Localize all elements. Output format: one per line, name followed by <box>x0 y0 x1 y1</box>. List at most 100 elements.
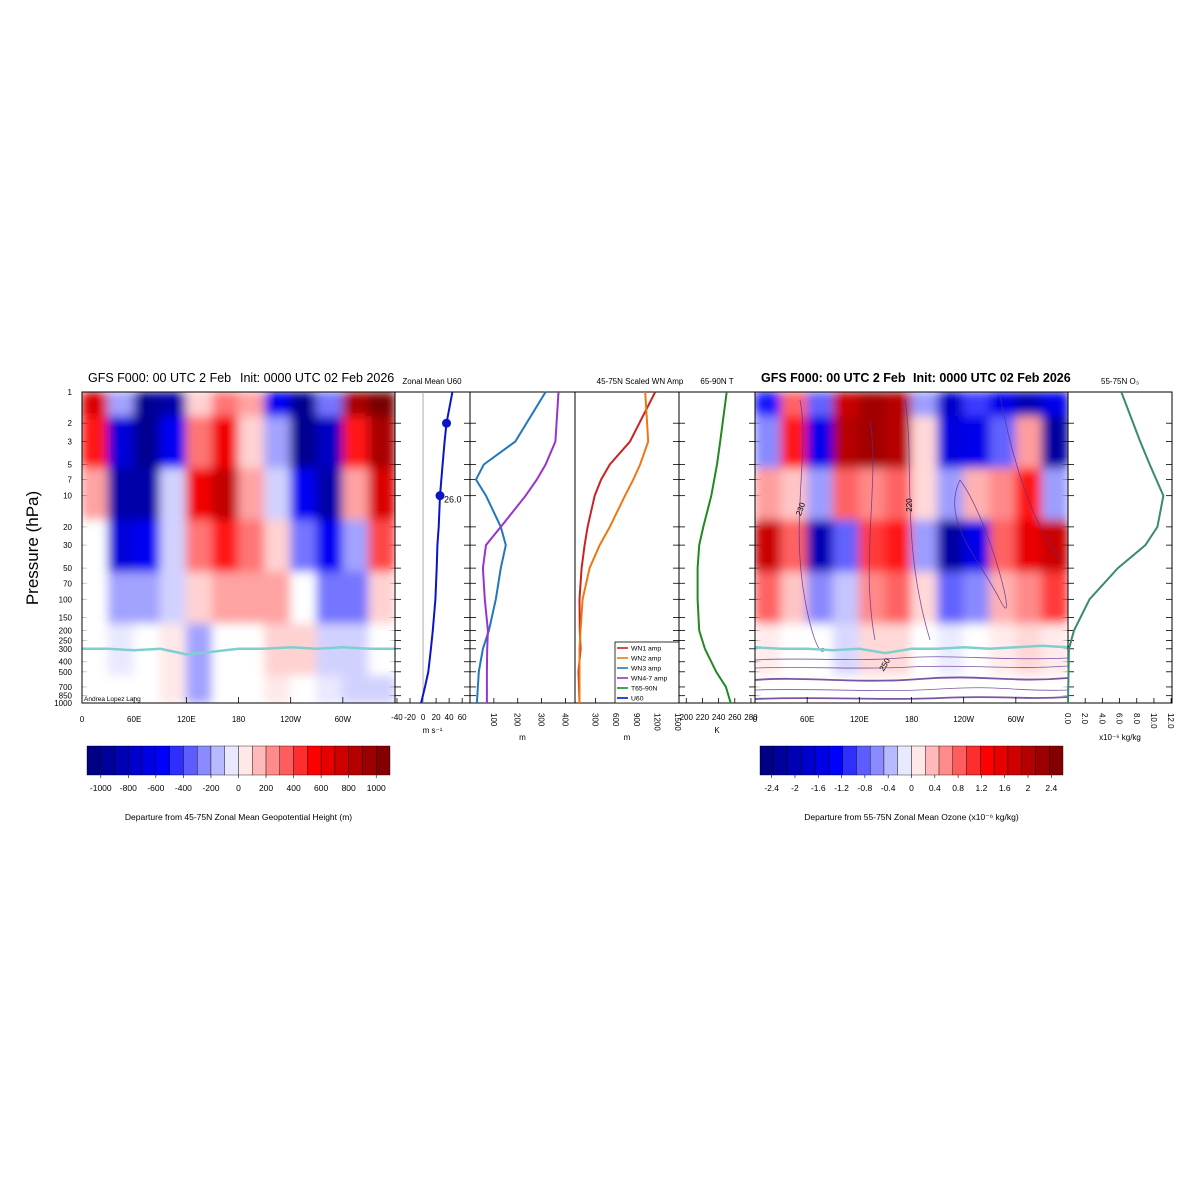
x-tick-label: 100 <box>489 713 498 727</box>
heatmap-cell <box>211 571 239 625</box>
x-tick-label: 2.0 <box>1080 713 1089 725</box>
heatmap-cell <box>185 675 213 703</box>
x-tick-label: 300 <box>537 713 546 727</box>
heatmap-cell <box>780 392 808 418</box>
colorbar-tick-label: 400 <box>286 783 300 793</box>
y-axis-label: Pressure (hPa) <box>23 491 42 605</box>
x-tick-label: -40 <box>391 713 403 722</box>
colorbar-tick-label: -0.8 <box>858 783 873 793</box>
panel-frame <box>678 391 756 704</box>
heatmap-cell <box>780 571 808 625</box>
legend-label: WN2 amp <box>631 656 661 663</box>
heatmap-cell <box>989 468 1017 521</box>
heatmap-cell <box>159 468 187 521</box>
colorbar-cell <box>925 745 940 776</box>
heatmap-cell <box>937 392 965 418</box>
heatmap-cell <box>937 519 965 573</box>
heatmap-cell <box>107 392 135 418</box>
heatmap-cell <box>911 468 939 521</box>
colorbar-tick-label: 200 <box>259 783 273 793</box>
heatmap-cell <box>806 571 834 625</box>
x-tick-label: 0 <box>421 713 426 722</box>
legend-box <box>614 641 680 704</box>
x-tick-label: 900 <box>632 713 641 727</box>
colorbar-cell <box>1035 745 1050 776</box>
colorbar-cell <box>279 745 294 776</box>
heatmap-cell <box>1041 416 1068 470</box>
legend-label: T65-90N <box>631 686 658 693</box>
x-tick-label: 0 <box>753 715 758 724</box>
heatmap-cell <box>211 675 239 703</box>
colorbar-cell <box>362 745 377 776</box>
y-tick-label: 850 <box>59 692 73 701</box>
colorbar-cell <box>773 745 788 776</box>
heatmap-cell <box>806 392 834 418</box>
heatmap-cell <box>1041 468 1068 521</box>
heatmap-cell <box>989 416 1017 470</box>
x-tick-label: 180 <box>232 715 246 724</box>
y-tick-label: 5 <box>68 460 73 469</box>
y-tick-label: 400 <box>59 658 73 667</box>
heatmap-cell <box>342 519 370 573</box>
x-tick-label: 220 <box>696 713 710 722</box>
profile-line <box>696 391 732 704</box>
x-tick-label: 120W <box>953 715 974 724</box>
colorbar-tick-label: 600 <box>314 783 328 793</box>
heatmap-cell <box>133 468 161 521</box>
colorbar-tick-label: -1000 <box>90 783 112 793</box>
panel-subtitle: Init: 0000 UTC 02 Feb 2026 <box>240 371 394 385</box>
heatmap-cell <box>832 571 860 625</box>
heatmap-cell <box>368 416 395 470</box>
colorbar-cell <box>224 745 239 776</box>
colorbar-tick-label: 0 <box>909 783 914 793</box>
y-tick-label: 7 <box>68 476 73 485</box>
heatmap-cell <box>316 623 344 677</box>
heatmap-cell <box>989 623 1017 677</box>
y-tick-label: 3 <box>68 437 73 446</box>
heatmap-cell <box>238 416 266 470</box>
heatmap-cell <box>185 571 213 625</box>
colorbar-tick-label: -800 <box>120 783 137 793</box>
colorbar-cell <box>828 745 843 776</box>
colorbar-cell <box>334 745 349 776</box>
heatmap-cell <box>989 571 1017 625</box>
panel-title: 65-90N T <box>700 377 733 386</box>
heatmap-cell <box>264 571 292 625</box>
colorbar-tick-label: 0.8 <box>952 783 964 793</box>
heatmap-cell <box>264 675 292 703</box>
heatmap-cell <box>963 392 991 418</box>
heatmap-cell <box>937 675 965 703</box>
x-tick-label: 0 <box>80 715 85 724</box>
colorbar-cell <box>759 745 774 776</box>
heatmap-cell <box>806 416 834 470</box>
heatmap-cell <box>1015 392 1043 418</box>
profile-marker <box>442 418 452 428</box>
x-tick-label: 0.0 <box>1063 713 1072 725</box>
colorbar-tick-label: 800 <box>342 783 356 793</box>
heatmap-cell <box>832 468 860 521</box>
heatmap-cell <box>937 623 965 677</box>
x-tick-label: 60 <box>458 713 467 722</box>
y-tick-label: 50 <box>63 564 72 573</box>
heatmap-cell <box>82 468 109 521</box>
heatmap-cell <box>238 392 266 418</box>
heatmap-cell <box>755 468 782 521</box>
heatmap-cell <box>107 468 135 521</box>
colorbar-cell <box>252 745 267 776</box>
heatmap-cell <box>238 519 266 573</box>
colorbar-tick-label: -1.2 <box>834 783 849 793</box>
x-tick-label: 280 <box>744 713 758 722</box>
heatmap-cell <box>937 571 965 625</box>
x-tick-label: 12.0 <box>1166 713 1175 729</box>
panel-frame <box>1067 391 1173 704</box>
x-tick-label: 600 <box>611 713 620 727</box>
heatmap-cell <box>159 416 187 470</box>
colorbar-cell <box>293 745 308 776</box>
x-tick-label: 1200 <box>652 713 661 731</box>
heatmap-cell <box>911 571 939 625</box>
heatmap-cell <box>884 571 912 625</box>
colorbar-cell <box>1021 745 1036 776</box>
x-tick-label: 120W <box>280 715 301 724</box>
x-tick-label: 60W <box>1008 715 1025 724</box>
x-tick-label: 260 <box>728 713 742 722</box>
